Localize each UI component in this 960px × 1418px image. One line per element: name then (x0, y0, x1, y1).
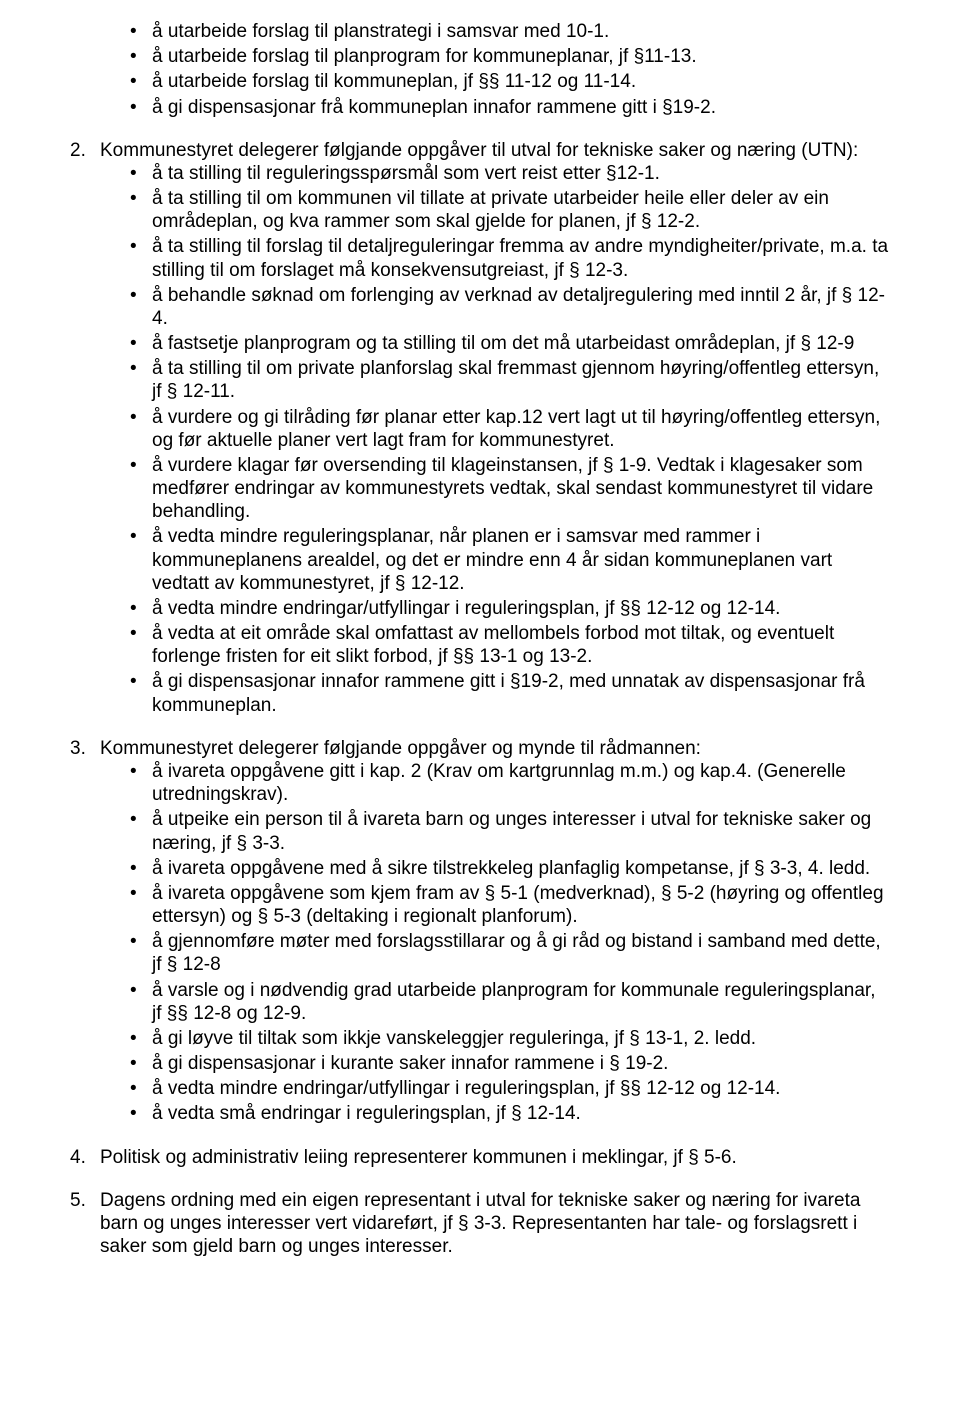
list-item-text: å vedta at eit område skal omfattast av … (152, 623, 834, 667)
list-item: å vedta mindre reguleringsplanar, når pl… (130, 525, 890, 595)
list-item: å vedta at eit område skal omfattast av … (130, 622, 890, 668)
list-item-text: å fastsetje planprogram og ta stilling t… (152, 333, 854, 354)
list-item: å utpeike ein person til å ivareta barn … (130, 808, 890, 854)
list-item: å vurdere klagar før oversending til kla… (130, 454, 890, 524)
list-item: å gjennomføre møter med forslagsstillara… (130, 930, 890, 976)
list-item-text: å vurdere klagar før oversending til kla… (152, 455, 873, 522)
section2: 2. Kommunestyret delegerer følgjande opp… (70, 139, 890, 717)
list-item: å vedta mindre endringar/utfyllingar i r… (130, 597, 890, 620)
list-item-text: å gi dispensasjonar frå kommuneplan inna… (152, 97, 716, 118)
list-item-text: å ivareta oppgåvene med å sikre tilstrek… (152, 858, 870, 879)
section3-bullets: å ivareta oppgåvene gitt i kap. 2 (Krav … (70, 760, 890, 1126)
section5-num: 5. (70, 1189, 100, 1259)
section4: 4. Politisk og administrativ leiing repr… (70, 1146, 890, 1169)
list-item-text: å ta stilling til reguleringsspørsmål so… (152, 163, 660, 184)
list-item-text: å vedta mindre reguleringsplanar, når pl… (152, 526, 832, 593)
section1-bullets: å utarbeide forslag til planstrategi i s… (70, 20, 890, 119)
list-item: å ivareta oppgåvene med å sikre tilstrek… (130, 857, 890, 880)
list-item: å utarbeide forslag til planstrategi i s… (130, 20, 890, 43)
list-item-text: å ta stilling til om kommunen vil tillat… (152, 188, 829, 232)
list-item: å gi løyve til tiltak som ikkje vanskele… (130, 1027, 890, 1050)
list-item: å ta stilling til om kommunen vil tillat… (130, 187, 890, 233)
section5-text: Dagens ordning med ein eigen representan… (100, 1189, 890, 1259)
list-item-text: å behandle søknad om forlenging av verkn… (152, 285, 885, 329)
list-item-text: å utarbeide forslag til planprogram for … (152, 46, 697, 67)
list-item-text: å ivareta oppgåvene som kjem fram av § 5… (152, 883, 884, 927)
list-item: å utarbeide forslag til planprogram for … (130, 45, 890, 68)
section3-intro: 3. Kommunestyret delegerer følgjande opp… (70, 737, 890, 760)
list-item-text: å gi dispensasjonar i kurante saker inna… (152, 1053, 668, 1074)
list-item: å gi dispensasjonar frå kommuneplan inna… (130, 96, 890, 119)
section4-text: Politisk og administrativ leiing represe… (100, 1146, 890, 1169)
section3-num: 3. (70, 737, 100, 760)
list-item-text: å vedta små endringar i reguleringsplan,… (152, 1103, 581, 1124)
list-item-text: å vurdere og gi tilråding før planar ett… (152, 407, 880, 451)
list-item: å ivareta oppgåvene gitt i kap. 2 (Krav … (130, 760, 890, 806)
list-item-text: å ta stilling til forslag til detaljregu… (152, 236, 888, 280)
list-item-text: å utarbeide forslag til planstrategi i s… (152, 21, 609, 42)
list-item: å utarbeide forslag til kommuneplan, jf … (130, 70, 890, 93)
list-item: å ta stilling til om private planforslag… (130, 357, 890, 403)
list-item-text: å gi løyve til tiltak som ikkje vanskele… (152, 1028, 756, 1049)
list-item: å ivareta oppgåvene som kjem fram av § 5… (130, 882, 890, 928)
list-item: å varsle og i nødvendig grad utarbeide p… (130, 979, 890, 1025)
list-item-text: å ivareta oppgåvene gitt i kap. 2 (Krav … (152, 761, 846, 805)
section2-intro-text: Kommunestyret delegerer følgjande oppgåv… (100, 139, 890, 162)
list-item-text: å gi dispensasjonar innafor rammene gitt… (152, 671, 865, 715)
list-item: å fastsetje planprogram og ta stilling t… (130, 332, 890, 355)
list-item-text: å gjennomføre møter med forslagsstillara… (152, 931, 881, 975)
list-item-text: å utarbeide forslag til kommuneplan, jf … (152, 71, 636, 92)
section2-intro: 2. Kommunestyret delegerer følgjande opp… (70, 139, 890, 162)
section5: 5. Dagens ordning med ein eigen represen… (70, 1189, 890, 1259)
list-item: å vedta små endringar i reguleringsplan,… (130, 1102, 890, 1125)
list-item: å behandle søknad om forlenging av verkn… (130, 284, 890, 330)
document-page: å utarbeide forslag til planstrategi i s… (0, 0, 960, 1418)
section3: 3. Kommunestyret delegerer følgjande opp… (70, 737, 890, 1126)
section2-num: 2. (70, 139, 100, 162)
list-item: å vurdere og gi tilråding før planar ett… (130, 406, 890, 452)
list-item: å vedta mindre endringar/utfyllingar i r… (130, 1077, 890, 1100)
list-item: å gi dispensasjonar i kurante saker inna… (130, 1052, 890, 1075)
list-item: å ta stilling til reguleringsspørsmål so… (130, 162, 890, 185)
section2-bullets: å ta stilling til reguleringsspørsmål so… (70, 162, 890, 717)
section4-num: 4. (70, 1146, 100, 1169)
section3-intro-text: Kommunestyret delegerer følgjande oppgåv… (100, 737, 890, 760)
list-item-text: å ta stilling til om private planforslag… (152, 358, 879, 402)
list-item-text: å varsle og i nødvendig grad utarbeide p… (152, 980, 875, 1024)
list-item-text: å vedta mindre endringar/utfyllingar i r… (152, 598, 780, 619)
list-item: å ta stilling til forslag til detaljregu… (130, 235, 890, 281)
list-item-text: å utpeike ein person til å ivareta barn … (152, 809, 871, 853)
list-item-text: å vedta mindre endringar/utfyllingar i r… (152, 1078, 780, 1099)
list-item: å gi dispensasjonar innafor rammene gitt… (130, 670, 890, 716)
